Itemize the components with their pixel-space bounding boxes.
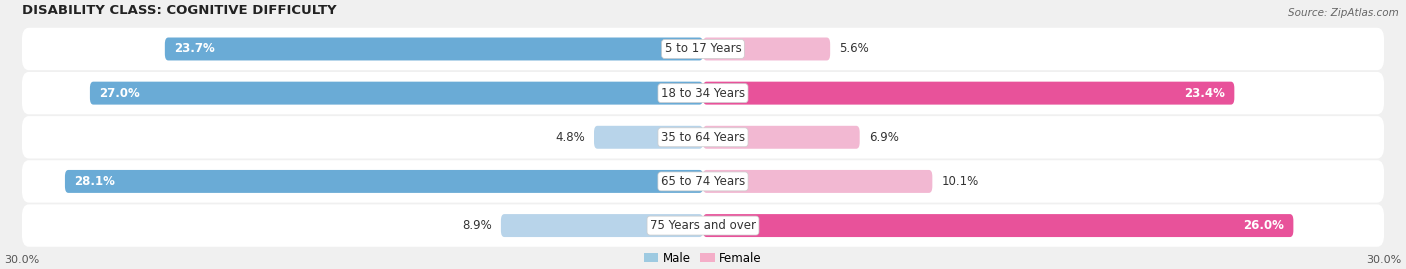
FancyBboxPatch shape <box>593 126 703 149</box>
FancyBboxPatch shape <box>703 170 932 193</box>
FancyBboxPatch shape <box>65 170 703 193</box>
Text: 18 to 34 Years: 18 to 34 Years <box>661 87 745 100</box>
Text: 10.1%: 10.1% <box>942 175 979 188</box>
FancyBboxPatch shape <box>703 82 1234 105</box>
FancyBboxPatch shape <box>21 160 1385 203</box>
Text: 26.0%: 26.0% <box>1243 219 1284 232</box>
FancyBboxPatch shape <box>703 126 859 149</box>
FancyBboxPatch shape <box>165 37 703 61</box>
Text: DISABILITY CLASS: COGNITIVE DIFFICULTY: DISABILITY CLASS: COGNITIVE DIFFICULTY <box>21 4 336 17</box>
FancyBboxPatch shape <box>21 204 1385 247</box>
FancyBboxPatch shape <box>21 72 1385 114</box>
FancyBboxPatch shape <box>90 82 703 105</box>
Text: 65 to 74 Years: 65 to 74 Years <box>661 175 745 188</box>
Text: Source: ZipAtlas.com: Source: ZipAtlas.com <box>1288 8 1399 18</box>
FancyBboxPatch shape <box>703 37 830 61</box>
Text: 4.8%: 4.8% <box>555 131 585 144</box>
Text: 8.9%: 8.9% <box>463 219 492 232</box>
FancyBboxPatch shape <box>501 214 703 237</box>
Text: 27.0%: 27.0% <box>98 87 139 100</box>
FancyBboxPatch shape <box>21 28 1385 70</box>
Text: 5 to 17 Years: 5 to 17 Years <box>665 43 741 55</box>
Legend: Male, Female: Male, Female <box>644 252 762 264</box>
Text: 6.9%: 6.9% <box>869 131 898 144</box>
Text: 28.1%: 28.1% <box>75 175 115 188</box>
FancyBboxPatch shape <box>703 214 1294 237</box>
Text: 5.6%: 5.6% <box>839 43 869 55</box>
Text: 23.4%: 23.4% <box>1184 87 1225 100</box>
Text: 75 Years and over: 75 Years and over <box>650 219 756 232</box>
FancyBboxPatch shape <box>21 116 1385 158</box>
Text: 35 to 64 Years: 35 to 64 Years <box>661 131 745 144</box>
Text: 23.7%: 23.7% <box>174 43 215 55</box>
